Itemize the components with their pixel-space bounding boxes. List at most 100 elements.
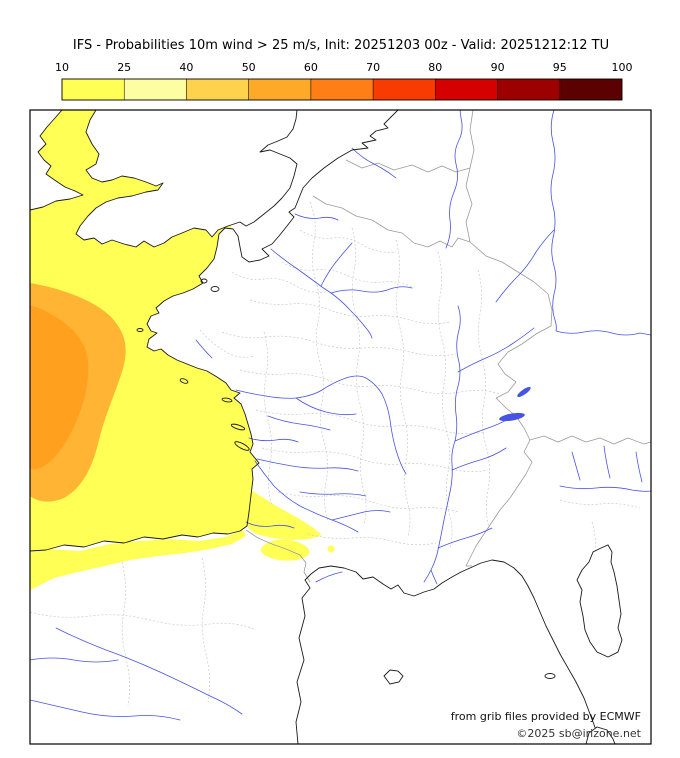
colorbar-segment-7 bbox=[435, 78, 498, 101]
belle-ile-island bbox=[179, 378, 189, 384]
border-france-spain bbox=[245, 529, 311, 583]
department-boundary bbox=[395, 239, 411, 537]
river-rhone bbox=[423, 416, 513, 583]
oleron-island bbox=[234, 441, 250, 451]
probability-patch-east-pyrenees bbox=[260, 539, 310, 561]
river-scheldt bbox=[351, 147, 397, 179]
department-boundary bbox=[239, 369, 501, 395]
probability-patch-sw-france bbox=[247, 489, 322, 540]
land-ireland bbox=[30, 110, 83, 210]
ouessant-island bbox=[136, 328, 144, 332]
border-france-germany bbox=[469, 241, 553, 327]
river-isere bbox=[451, 447, 507, 471]
department-boundary bbox=[261, 447, 489, 472]
department-boundary bbox=[277, 491, 459, 513]
river-dordogne bbox=[256, 458, 359, 472]
river-moselle bbox=[495, 229, 555, 303]
department-boundary bbox=[263, 331, 273, 507]
elba-island bbox=[544, 673, 556, 679]
river-vilaine bbox=[195, 339, 213, 359]
coastline-atlantic bbox=[30, 110, 399, 552]
department-boundary bbox=[255, 409, 485, 434]
river-rhone-delta bbox=[430, 569, 438, 585]
border-france-italy bbox=[465, 397, 533, 567]
colorbar-segment-5 bbox=[310, 78, 374, 101]
probability-patch-dot bbox=[327, 545, 335, 553]
river-aude bbox=[315, 571, 343, 583]
colorbar-tick-3: 40 bbox=[179, 61, 193, 74]
sardinia-island bbox=[585, 726, 616, 744]
river-po-tributary bbox=[635, 451, 643, 483]
lake-geneva bbox=[499, 412, 525, 422]
river-spain-south bbox=[30, 699, 181, 721]
department-boundary bbox=[351, 227, 367, 525]
jersey-island bbox=[210, 286, 220, 292]
colorbar-tick-2: 25 bbox=[117, 61, 131, 74]
river-cher bbox=[295, 397, 357, 416]
probability-region-mid-core bbox=[30, 305, 89, 470]
river-seine bbox=[270, 248, 373, 339]
ile-de-re-island bbox=[230, 423, 246, 431]
probability-patch-spain-coast bbox=[30, 530, 246, 590]
land-group bbox=[30, 110, 651, 744]
river-meuse bbox=[445, 110, 463, 249]
colorbar-segment-1 bbox=[61, 78, 125, 101]
coastline-mediterranean bbox=[295, 559, 601, 744]
border-belgium-netherlands bbox=[345, 159, 471, 173]
corsica-island bbox=[576, 544, 623, 658]
colorbar-segment-9 bbox=[559, 78, 623, 101]
colorbar-tick-1: 10 bbox=[55, 61, 69, 74]
colorbar-segment-8 bbox=[497, 78, 561, 101]
department-boundary bbox=[309, 201, 329, 521]
river-marne bbox=[330, 286, 413, 294]
colorbar-tick-7: 80 bbox=[428, 61, 442, 74]
river-ebro bbox=[55, 627, 243, 715]
department-boundary bbox=[231, 271, 327, 293]
coastline-britain bbox=[75, 110, 298, 248]
colorbar-segment-4 bbox=[248, 78, 312, 101]
river-durance bbox=[437, 527, 493, 549]
colorbar-segment-2 bbox=[123, 78, 187, 101]
lake-neuchatel bbox=[517, 386, 531, 398]
department-boundary bbox=[307, 533, 437, 546]
river-lot bbox=[299, 491, 367, 497]
map-content: from grib files provided by ECMWF ©2025 … bbox=[30, 110, 651, 744]
colorbar-outline bbox=[61, 78, 623, 101]
border-france-switzerland bbox=[495, 325, 552, 399]
department-boundary bbox=[30, 611, 257, 631]
river-duero bbox=[30, 657, 119, 663]
river-charente bbox=[248, 437, 299, 443]
coastline-ireland bbox=[30, 110, 84, 211]
border-france-belgium bbox=[312, 195, 471, 248]
department-boundary bbox=[201, 557, 210, 703]
colorbar-tick-5: 60 bbox=[304, 61, 318, 74]
credits-provider: from grib files provided by ECMWF bbox=[451, 710, 641, 723]
department-boundary bbox=[249, 299, 451, 324]
river-rhine bbox=[550, 110, 651, 336]
land-continent bbox=[30, 110, 651, 744]
colorbar-tick-4: 50 bbox=[242, 61, 256, 74]
river-garonne bbox=[254, 460, 359, 533]
coastlines-group bbox=[30, 110, 623, 744]
department-boundary bbox=[121, 561, 130, 707]
colorbar: 10 25 40 50 60 70 80 90 95 100 bbox=[55, 61, 633, 101]
land-britain bbox=[76, 110, 297, 247]
river-loire bbox=[235, 375, 407, 475]
department-boundary bbox=[281, 261, 415, 289]
colorbar-tick-10: 100 bbox=[612, 61, 633, 74]
department-boundary bbox=[221, 331, 457, 356]
department-boundary bbox=[437, 251, 453, 549]
rivers-group bbox=[30, 110, 651, 721]
river-tarn bbox=[331, 510, 391, 521]
mallorca-island bbox=[383, 669, 404, 685]
river-saone bbox=[454, 305, 461, 442]
department-boundary bbox=[299, 229, 397, 253]
river-po-tributary bbox=[571, 451, 581, 481]
colorbar-tick-6: 70 bbox=[366, 61, 380, 74]
river-po bbox=[559, 485, 651, 492]
department-boundaries-group bbox=[30, 201, 641, 707]
river-oise bbox=[320, 242, 353, 287]
river-doubs bbox=[457, 327, 535, 373]
map-frame bbox=[29, 109, 652, 745]
